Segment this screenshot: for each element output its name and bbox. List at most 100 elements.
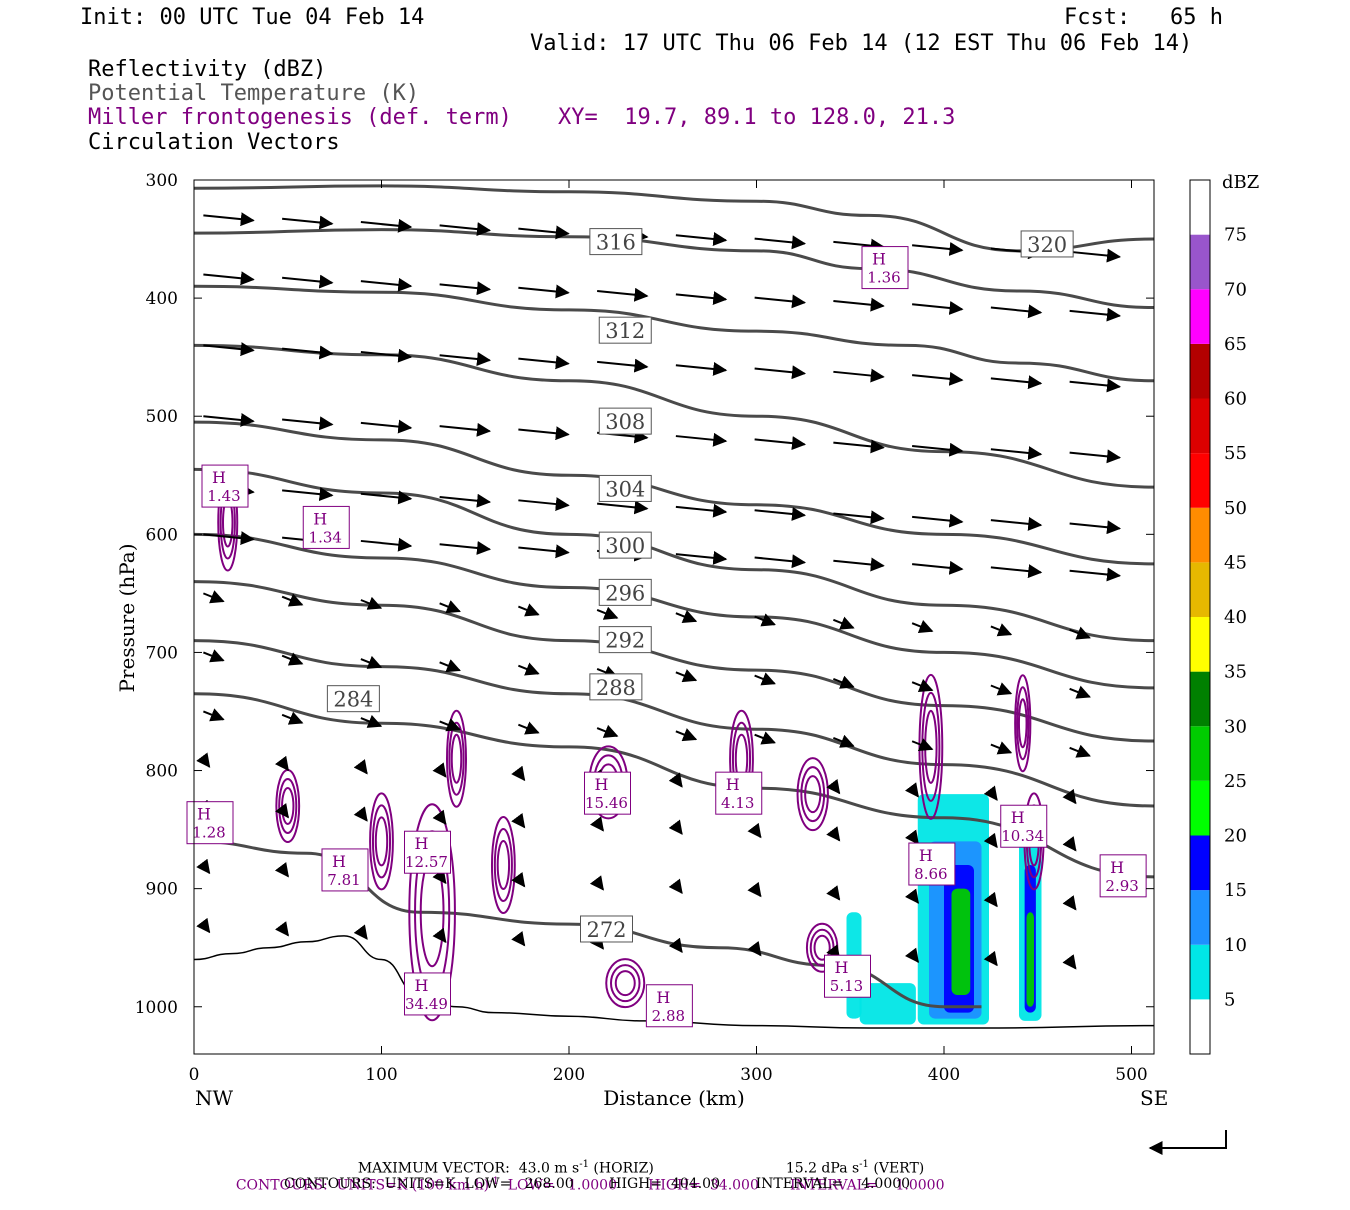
frontogenesis-max-marker: H: [656, 988, 670, 1007]
frontogenesis-max-value: 1.28: [192, 824, 225, 842]
circulation-vector: [833, 675, 855, 689]
circulation-vector: [826, 826, 841, 842]
theta-contour-line: [194, 692, 1154, 879]
circulation-vector: [439, 541, 492, 555]
max-vector-horiz: (HORIZ): [588, 1160, 654, 1177]
vert-vector-exp: -1: [859, 1159, 869, 1170]
circulation-vector: [1069, 520, 1122, 535]
colorbar-swatch: [1190, 890, 1210, 945]
theta-contour-line: [194, 467, 1154, 643]
theta-label: 316: [596, 231, 636, 255]
theta-label: 304: [605, 477, 645, 501]
circulation-vector: [833, 439, 885, 454]
circulation-vector: [282, 215, 334, 230]
circulation-vector: [754, 436, 807, 451]
circulation-vector: [439, 659, 461, 673]
theta-label-box: [598, 626, 652, 654]
circulation-vector: [518, 355, 570, 370]
circulation-vector: [826, 778, 841, 795]
circulation-vector: [360, 490, 413, 505]
contours-fronto-info: CONTOURS: UNITS=K (100 km h)-1 LOW= 1.00…: [218, 1158, 945, 1210]
circulation-vector: [675, 669, 698, 683]
colorbar-label: 25: [1224, 771, 1247, 792]
init-time: Init: 00 UTC Tue 04 Feb 14: [80, 5, 425, 30]
theta-label: 288: [596, 676, 636, 700]
frontogenesis-max-box: [404, 972, 451, 1016]
contours-fronto-range: LOW= 1.0000 HIGH= 34.000 INTERVAL= 1.000…: [498, 1177, 945, 1194]
frontogenesis-max-box: [186, 801, 234, 845]
circulation-vector: [754, 365, 807, 380]
circulation-vector: [1062, 954, 1077, 970]
colorbar-swatch: [1190, 507, 1210, 563]
contours-theta-info: CONTOURS: UNITS=K LOW= 268.00 HIGH= 404.…: [284, 1176, 911, 1192]
circulation-vector: [203, 708, 225, 722]
circulation-vector: [360, 596, 383, 610]
circulation-vector: [281, 711, 304, 725]
frontogenesis-max-value: 12.57: [405, 853, 448, 871]
circulation-vector: [911, 738, 934, 752]
circulation-vector: [754, 613, 776, 627]
colorbar-label: 10: [1224, 935, 1247, 956]
theta-label-box: [589, 228, 643, 256]
circulation-vector: [833, 238, 885, 253]
y-tick-label: 800: [146, 762, 178, 782]
frontogenesis-contour: [490, 816, 516, 915]
circulation-vector: [675, 232, 728, 246]
frontogenesis-max-box: [1000, 804, 1048, 848]
colorbar-swatch: [1190, 343, 1210, 399]
circulation-vector: [1069, 567, 1122, 582]
circulation-vector: [203, 271, 255, 286]
circulation-vector: [668, 878, 683, 894]
frontogenesis-contour: [1017, 698, 1028, 749]
frontogenesis-max-value: 8.66: [914, 865, 947, 883]
colorbar-swatch: [1190, 780, 1210, 836]
colorbar-swatch: [1190, 562, 1210, 617]
circulation-vector: [518, 426, 570, 441]
circulation-vector: [360, 714, 383, 728]
circulation-vector: [990, 304, 1043, 319]
circulation-vector: [439, 222, 492, 237]
circulation-vector: [912, 371, 964, 386]
circulation-vector: [833, 557, 885, 572]
colorbar-label: 55: [1224, 443, 1247, 464]
frontogenesis-max-value: 1.43: [207, 487, 240, 505]
frontogenesis-max-marker: H: [415, 834, 429, 853]
circulation-vector: [360, 277, 413, 292]
reflectivity-cell: [951, 888, 971, 995]
y-axis-label: Pressure (hPa): [115, 544, 139, 693]
circulation-vector: [754, 554, 807, 569]
reflectivity-cell: [1026, 912, 1034, 1007]
circulation-vector: [518, 662, 540, 676]
circulation-vector: [911, 619, 934, 633]
circulation-vector: [1062, 836, 1077, 852]
circulation-vector: [912, 442, 964, 457]
frontogenesis-max-marker: H: [197, 805, 211, 824]
circulation-vector: [983, 785, 998, 801]
frontogenesis-max-box: [201, 464, 249, 508]
plot-frame: [193, 179, 1155, 1055]
frontogenesis-contour: [374, 816, 389, 867]
theta-label: 272: [586, 918, 626, 942]
theta-label: 312: [605, 319, 645, 343]
circulation-vector: [203, 649, 225, 663]
circulation-vector: [203, 531, 255, 546]
circulation-vector: [912, 241, 964, 256]
x-tick-label: 400: [928, 1065, 960, 1085]
circulation-vector: [754, 235, 807, 250]
frontogenesis-contour: [493, 828, 513, 903]
circulation-vector: [511, 871, 526, 888]
frontogenesis-max-box: [321, 848, 369, 892]
theta-contour-line: [194, 532, 1154, 690]
circulation-vector: [439, 718, 461, 732]
circulation-vector: [360, 655, 383, 669]
circulation-vector: [990, 623, 1013, 637]
circulation-vector: [747, 881, 762, 898]
circulation-vector: [432, 762, 447, 778]
circulation-vector: [282, 345, 334, 360]
circulation-vector: [912, 513, 964, 528]
colorbar-swatch: [1190, 180, 1210, 235]
circulation-vector: [518, 284, 570, 299]
colorbar-swatch: [1190, 617, 1210, 672]
x-tick-label: 200: [553, 1065, 585, 1085]
circulation-vector: [675, 503, 728, 518]
